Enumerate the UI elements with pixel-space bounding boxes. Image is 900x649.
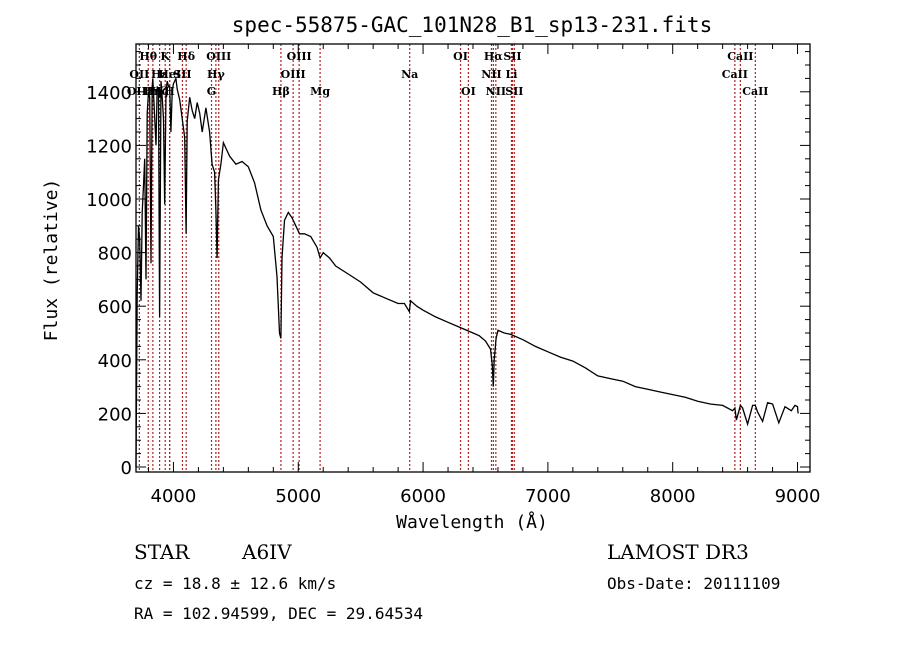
marker-label: K xyxy=(160,50,170,63)
marker-label: Na xyxy=(401,68,418,81)
object-subclass: A6IV xyxy=(242,540,292,564)
y-axis: 0 200 400 600 800 1000 1200 1400 xyxy=(86,51,810,479)
x-tick-label: 7000 xyxy=(525,486,571,507)
marker-label: Hζ xyxy=(151,85,168,98)
marker-label: Hα xyxy=(484,50,503,63)
x-tick-label: 4000 xyxy=(151,486,197,507)
y-tick-label: 400 xyxy=(98,351,132,372)
marker-label: NII xyxy=(481,68,501,81)
marker-label: OII xyxy=(129,68,149,81)
marker-label: OI xyxy=(461,85,476,98)
x-tick-label: 8000 xyxy=(650,486,696,507)
survey-name: LAMOST DR3 xyxy=(607,540,749,564)
spectrum-line xyxy=(135,75,799,468)
marker-label: OIII xyxy=(206,50,231,63)
marker-label: OIII xyxy=(281,68,306,81)
x-tick-label: 5000 xyxy=(275,486,321,507)
coordinates-text: RA = 102.94599, DEC = 29.64534 xyxy=(134,604,423,623)
y-tick-label: 0 xyxy=(121,458,132,479)
marker-label: Hδ xyxy=(177,50,195,63)
object-class: STAR xyxy=(134,540,190,564)
marker-label: OI xyxy=(453,50,468,63)
line-markers xyxy=(138,44,756,472)
marker-label: SII xyxy=(505,85,523,98)
y-axis-label: Flux (relative) xyxy=(41,179,62,342)
plot-frame xyxy=(135,43,811,473)
y-tick-label: 200 xyxy=(98,404,132,425)
marker-label: Hε xyxy=(151,68,168,81)
marker-label: Hγ xyxy=(207,68,225,81)
observation-date: Obs-Date: 20111109 xyxy=(607,574,781,593)
x-axis: 4000 5000 6000 7000 8000 9000 xyxy=(147,44,821,507)
marker-label: G xyxy=(207,85,216,98)
marker-label: SII xyxy=(503,50,521,63)
chart-title: spec-55875-GAC_101N28_B1_sp13-231.fits xyxy=(232,13,712,37)
marker-label: HeI xyxy=(158,68,181,81)
y-tick-label: 1400 xyxy=(86,83,132,104)
marker-label: OIII xyxy=(287,50,312,63)
marker-label: CaII xyxy=(722,68,748,81)
marker-label: NII xyxy=(486,85,506,98)
marker-label: CaII xyxy=(742,85,768,98)
x-axis-label: Wavelength (Å) xyxy=(396,511,548,533)
x-tick-label: 6000 xyxy=(400,486,446,507)
x-tick-label: 9000 xyxy=(775,486,821,507)
y-tick-label: 1000 xyxy=(86,190,132,211)
marker-label: Hβ xyxy=(272,85,290,98)
y-tick-label: 800 xyxy=(98,244,132,265)
marker-label: Mg xyxy=(310,85,330,98)
marker-label: SII xyxy=(173,68,191,81)
marker-label: Li xyxy=(505,68,517,81)
y-tick-label: 1200 xyxy=(86,136,132,157)
redshift-text: cz = 18.8 ± 12.6 km/s xyxy=(134,574,337,593)
y-tick-label: 600 xyxy=(98,297,132,318)
marker-label: CaII xyxy=(727,50,753,63)
marker-label: Hθ xyxy=(139,50,157,63)
